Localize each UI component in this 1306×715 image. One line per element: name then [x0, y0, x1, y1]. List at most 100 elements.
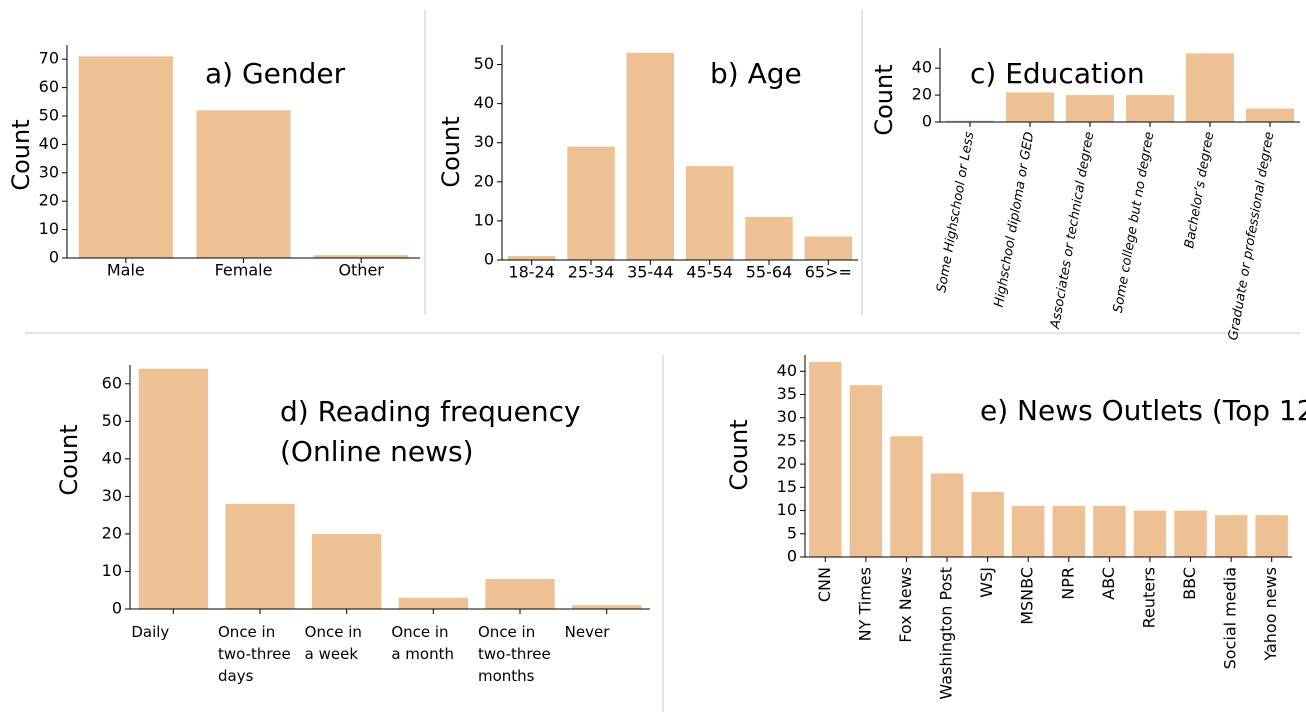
y-tick-label: 10 — [474, 210, 494, 229]
bar — [1126, 95, 1174, 122]
y-tick-label: 25 — [777, 430, 797, 449]
bar — [225, 503, 295, 609]
x-tick-label: Yahoo news — [1261, 567, 1280, 662]
bar — [849, 385, 883, 557]
x-tick-label: 65>= — [805, 263, 852, 282]
y-tick-label: 30 — [39, 162, 59, 181]
x-tick-label: Male — [107, 261, 145, 280]
y-tick-label: 50 — [102, 411, 122, 430]
y-axis-label: Count — [55, 424, 83, 495]
x-tick-label: Other — [338, 261, 384, 280]
bar — [196, 110, 291, 258]
y-tick-label: 0 — [484, 250, 494, 269]
chart-title: e) News Outlets (Top 12) — [980, 394, 1306, 427]
y-tick-label: 70 — [39, 49, 59, 68]
y-axis-label: Count — [725, 419, 753, 490]
bar — [804, 236, 853, 260]
y-tick-label: 50 — [474, 54, 494, 73]
bar — [809, 361, 842, 557]
bar — [1246, 108, 1294, 122]
chart-title: b) Age — [710, 57, 802, 90]
y-tick-label: 30 — [777, 407, 797, 426]
x-tick-label: NY Times — [855, 567, 874, 641]
bar — [1052, 505, 1086, 557]
bar — [314, 255, 409, 258]
y-tick-label: 20 — [39, 191, 59, 210]
y-tick-label: 0 — [49, 248, 59, 267]
y-tick-label: 0 — [787, 547, 797, 566]
x-tick-label: ABC — [1099, 567, 1118, 600]
y-tick-label: 60 — [102, 373, 122, 392]
y-tick-label: 40 — [912, 58, 932, 77]
x-tick-label: 55-64 — [746, 263, 793, 282]
x-tick-label: Washington Post — [937, 567, 956, 700]
x-tick-label: Social media — [1221, 567, 1240, 669]
y-tick-label: 35 — [777, 384, 797, 403]
bar — [312, 533, 382, 609]
x-tick-label: Female — [215, 261, 273, 280]
bar — [890, 436, 923, 557]
bar — [1174, 510, 1207, 557]
y-tick-label: 20 — [474, 171, 494, 190]
y-tick-label: 15 — [777, 477, 797, 496]
x-tick-label: MSNBC — [1018, 567, 1037, 625]
x-tick-label: 18-24 — [508, 263, 555, 282]
y-tick-label: 60 — [39, 77, 59, 96]
y-tick-label: 20 — [912, 85, 932, 104]
y-tick-label: 0 — [112, 599, 122, 618]
y-tick-label: 40 — [777, 361, 797, 380]
bar — [1255, 515, 1288, 557]
x-tick-label: 25-34 — [568, 263, 615, 282]
x-tick-label: 35-44 — [627, 263, 674, 282]
bar — [971, 491, 1004, 557]
x-tick-label: Fox News — [896, 567, 915, 643]
bar — [507, 256, 556, 260]
x-tick-label: NPR — [1058, 567, 1077, 600]
bar — [1186, 53, 1234, 122]
x-tick-label: Highschool diploma or GED — [992, 131, 1038, 309]
y-tick-label: 0 — [922, 112, 932, 131]
bar — [930, 473, 964, 557]
bar — [78, 56, 173, 258]
bar — [572, 605, 642, 609]
y-axis-label: Count — [7, 119, 35, 190]
x-tick-label: 45-54 — [686, 263, 733, 282]
x-tick-label: Graduate or professional degree — [1226, 131, 1278, 342]
x-tick-label: Some Highschool or Less — [934, 130, 977, 293]
chart-title: c) Education — [970, 57, 1145, 90]
x-tick-label: WSJ — [977, 567, 996, 598]
x-tick-label: Once in two-three days — [218, 623, 291, 685]
bar — [685, 166, 734, 260]
y-tick-label: 10 — [777, 500, 797, 519]
bar — [567, 146, 615, 260]
y-tick-label: 40 — [474, 93, 494, 112]
y-axis-label: Count — [437, 116, 465, 187]
bar — [1011, 505, 1045, 557]
y-tick-label: 5 — [787, 523, 797, 542]
bar — [138, 368, 208, 609]
bar — [398, 597, 468, 609]
x-tick-label: Once in two-three months — [478, 623, 551, 685]
x-tick-label: Once in a week — [304, 623, 362, 663]
bar — [745, 217, 793, 260]
y-tick-label: 20 — [102, 523, 122, 542]
y-tick-label: 30 — [102, 486, 122, 505]
x-tick-label: CNN — [815, 567, 834, 602]
bar — [1006, 92, 1054, 122]
x-tick-label: Never — [564, 623, 610, 641]
x-tick-label: Associates or technical degree — [1048, 131, 1098, 331]
chart-title: d) Reading frequency (Online news) — [280, 395, 581, 468]
x-tick-label: Bachelor’s degree — [1182, 131, 1217, 250]
bar — [1133, 510, 1167, 557]
y-tick-label: 40 — [39, 134, 59, 153]
x-tick-label: BBC — [1180, 567, 1199, 600]
y-tick-label: 30 — [474, 132, 494, 151]
x-tick-label: Daily — [131, 623, 170, 641]
y-tick-label: 10 — [102, 561, 122, 580]
y-tick-label: 40 — [102, 448, 122, 467]
y-tick-label: 20 — [777, 454, 797, 473]
x-tick-label: Once in a month — [391, 623, 454, 663]
y-tick-label: 10 — [39, 219, 59, 238]
